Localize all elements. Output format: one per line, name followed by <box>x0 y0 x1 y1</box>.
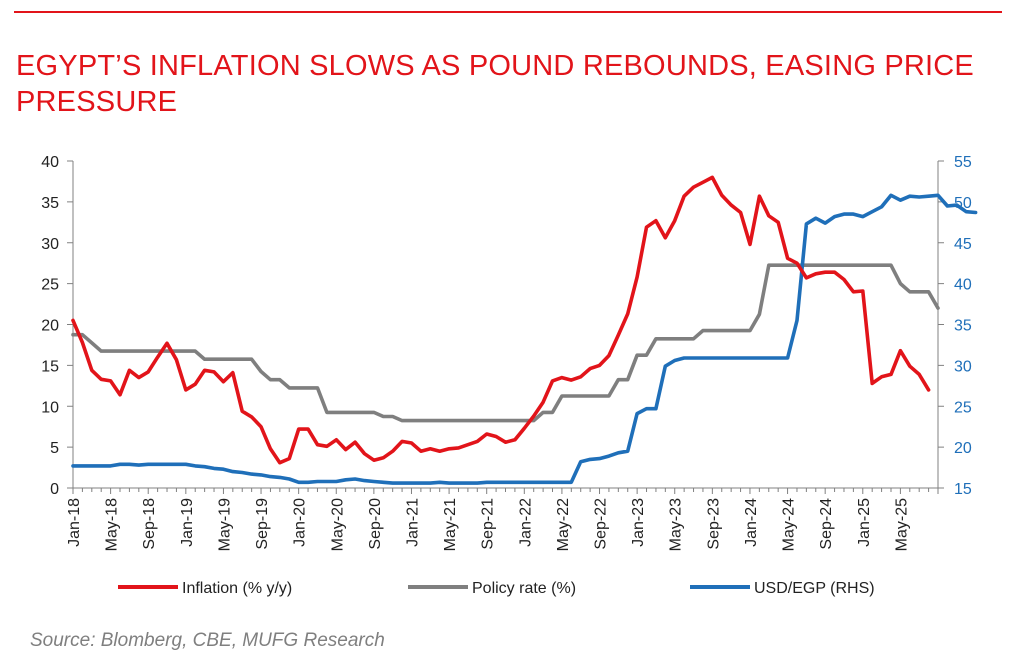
left-axis-tick-label: 20 <box>41 318 59 335</box>
legend-label: Policy rate (%) <box>472 580 576 597</box>
x-axis-tick-label: May-18 <box>104 498 121 551</box>
right-axis-tick-label: 55 <box>954 154 972 171</box>
left-axis-tick-label: 40 <box>41 154 59 171</box>
series-line-policy-rate <box>71 263 940 423</box>
legend-label: Inflation (% y/y) <box>182 580 292 597</box>
right-axis-tick-label: 25 <box>954 399 972 416</box>
series-line-usd-egp <box>71 193 978 485</box>
x-axis-tick-label: Jan-19 <box>179 498 196 547</box>
chart-legend: Inflation (% y/y) Policy rate (%) USD/EGP … <box>118 580 875 597</box>
top-divider <box>14 11 1002 13</box>
right-axis-tick-label: 30 <box>954 358 972 375</box>
x-axis-tick-label: Jan-18 <box>66 498 83 547</box>
x-axis-tick-label: Jan-23 <box>630 498 647 547</box>
x-axis-tick-label: May-25 <box>893 498 910 551</box>
left-axis-tick-label: 15 <box>41 358 59 375</box>
left-axis-tick-label: 10 <box>41 399 59 416</box>
x-axis-tick-label: Sep-21 <box>480 498 497 550</box>
legend-label: USD/EGP (RHS) <box>754 580 875 597</box>
x-axis-tick-label: Sep-24 <box>818 498 835 550</box>
x-axis-tick-label: Jan-20 <box>292 498 309 547</box>
x-axis-tick-label: Jan-24 <box>743 498 760 547</box>
x-axis-tick-label: Sep-22 <box>593 498 610 550</box>
right-axis-tick-label: 45 <box>954 236 972 253</box>
right-axis-tick-label: 40 <box>954 277 972 294</box>
x-axis-tick-label: May-24 <box>781 498 798 551</box>
left-axis-tick-label: 35 <box>41 195 59 212</box>
source-note: Source: Blomberg, CBE, MUFG Research <box>30 630 385 651</box>
chart-series-lines <box>71 175 978 485</box>
x-axis-tick-label: Sep-19 <box>254 498 271 550</box>
x-axis-tick-label: Sep-18 <box>141 498 158 550</box>
left-axis-tick-label: 30 <box>41 236 59 253</box>
right-axis-tick-label: 20 <box>954 440 972 457</box>
x-axis-tick-label: May-23 <box>668 498 685 551</box>
x-axis-tick-label: May-20 <box>329 498 346 551</box>
chart-svg: 0510152025303540152025303540455055Jan-18… <box>41 154 978 597</box>
x-axis-tick-label: Sep-20 <box>367 498 384 550</box>
x-axis-tick-label: May-21 <box>442 498 459 551</box>
x-axis-tick-label: Jan-22 <box>517 498 534 547</box>
x-axis-tick-label: Jan-21 <box>404 498 421 547</box>
series-line-inflation <box>71 175 931 465</box>
left-axis-tick-label: 25 <box>41 277 59 294</box>
x-axis-tick-label: May-19 <box>216 498 233 551</box>
right-axis-tick-label: 35 <box>954 318 972 335</box>
right-axis-tick-label: 15 <box>954 481 972 498</box>
x-axis-tick-label: May-22 <box>555 498 572 551</box>
x-axis-tick-label: Sep-23 <box>705 498 722 550</box>
x-axis-tick-label: Jan-25 <box>856 498 873 547</box>
left-axis-tick-label: 5 <box>50 440 59 457</box>
left-axis-tick-label: 0 <box>50 481 59 498</box>
chart-axes: 0510152025303540152025303540455055Jan-18… <box>41 154 972 551</box>
chart-title: EGYPT’S INFLATION SLOWS AS POUND REBOUND… <box>16 50 974 118</box>
